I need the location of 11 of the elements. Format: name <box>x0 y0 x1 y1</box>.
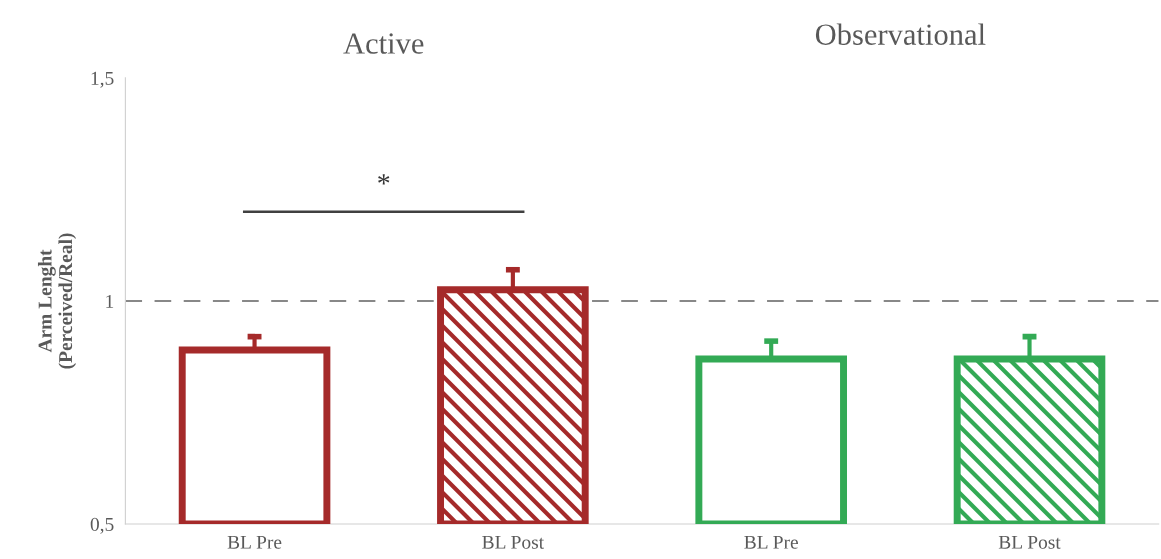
x-tick-label: BL Post <box>482 535 544 549</box>
y-tick-label: 1,5 <box>91 71 114 88</box>
text: Observational <box>815 23 986 45</box>
text: Active <box>343 33 424 54</box>
y-axis-title: Arm Lenght (Perceived/Real) <box>37 233 77 369</box>
x-tick-label: BL Pre <box>227 535 282 549</box>
y-tick-label: 1 <box>106 294 114 308</box>
annotation: * <box>378 174 390 185</box>
y-tick-label: 0,5 <box>90 517 114 534</box>
x-tick-label: BL Post <box>998 535 1061 549</box>
x-tick-label: BL Pre <box>744 535 798 549</box>
